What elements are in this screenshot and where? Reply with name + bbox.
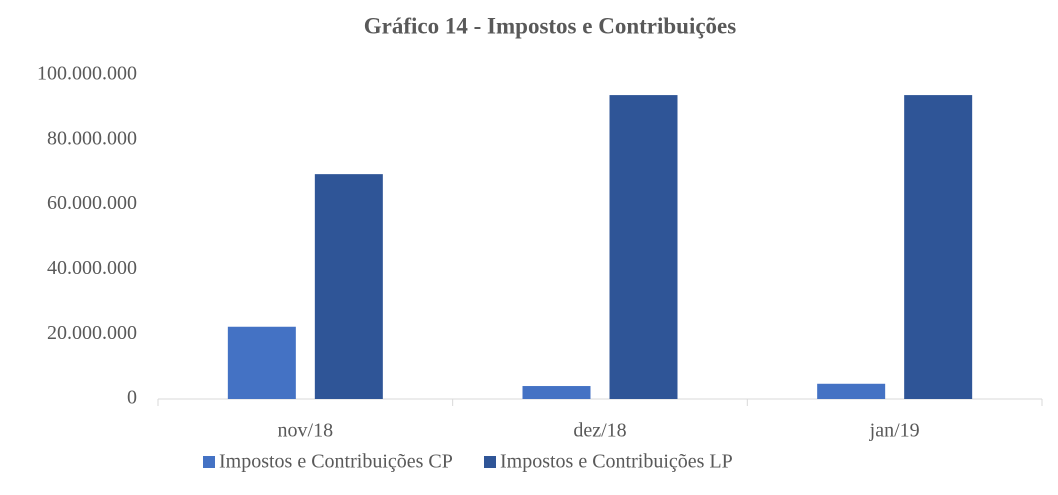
chart-title: Gráfico 14 - Impostos e Contribuições — [364, 13, 736, 38]
y-tick-label: 60.000.000 — [47, 192, 137, 214]
legend-label: Impostos e Contribuições LP — [500, 451, 733, 473]
y-tick-label: 0 — [127, 387, 137, 409]
y-tick-label: 20.000.000 — [47, 322, 137, 344]
x-tick-label: dez/18 — [573, 420, 626, 442]
x-tick-label: nov/18 — [278, 420, 334, 442]
bar — [817, 383, 886, 399]
bar — [314, 174, 383, 399]
bar — [609, 95, 678, 399]
legend-label: Impostos e Contribuições CP — [219, 451, 453, 473]
y-tick-label: 40.000.000 — [47, 257, 137, 279]
legend-swatch — [203, 456, 215, 468]
y-tick-label: 100.000.000 — [37, 63, 137, 85]
bar — [227, 326, 296, 399]
bar — [522, 386, 591, 399]
y-tick-label: 80.000.000 — [47, 127, 137, 149]
bar — [904, 95, 973, 399]
legend-swatch — [484, 456, 496, 468]
x-tick-label: jan/19 — [869, 420, 920, 442]
